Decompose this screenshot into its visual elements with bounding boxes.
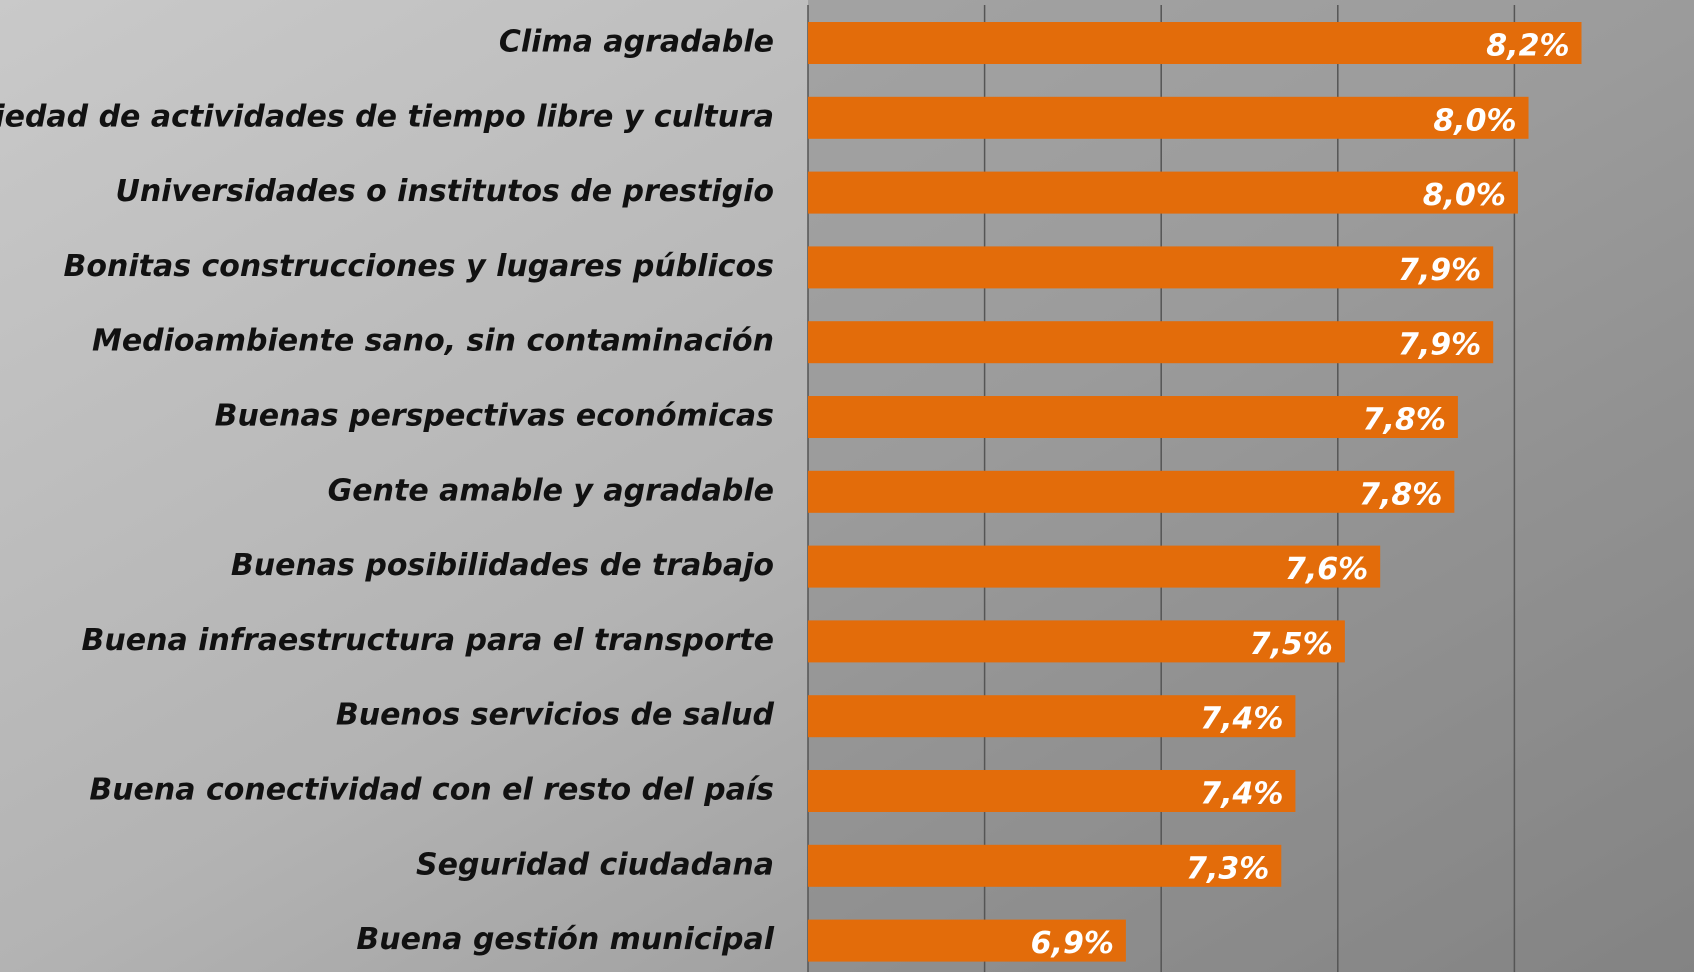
category-label: Medioambiente sano, sin contaminación (92, 324, 774, 359)
bar (808, 695, 1296, 738)
value-label: 6,9% (1031, 926, 1114, 961)
value-label: 7,3% (1186, 851, 1269, 886)
value-label: 8,0% (1423, 178, 1506, 213)
bar (808, 171, 1518, 214)
bar (808, 770, 1296, 812)
value-label: 7,8% (1359, 477, 1442, 512)
value-label: 7,8% (1363, 403, 1446, 438)
category-label: Variedad de actividades de tiempo libre … (0, 99, 774, 134)
bar (808, 246, 1494, 289)
bar (808, 620, 1345, 663)
bar (808, 470, 1455, 513)
value-label: 7,6% (1285, 552, 1368, 587)
category-label: Buena gestión municipal (356, 922, 774, 957)
category-label: Buenas posibilidades de trabajo (231, 548, 774, 583)
category-label: Buenas perspectivas económicas (215, 399, 774, 434)
bar (808, 396, 1458, 438)
category-label: Universidades o institutos de prestigio (115, 174, 774, 209)
value-label: 8,0% (1433, 103, 1516, 138)
value-label: 7,9% (1398, 253, 1481, 288)
category-label: Buena conectividad con el resto del país (89, 773, 774, 808)
bar (808, 321, 1494, 364)
value-label: 7,4% (1200, 702, 1283, 737)
value-label: 7,5% (1250, 627, 1333, 662)
category-label: Gente amable y agradable (328, 473, 774, 508)
value-label: 7,9% (1398, 328, 1481, 363)
bar (808, 22, 1582, 64)
category-label: Buena infraestructura para el transporte (82, 623, 774, 658)
value-label: 7,4% (1200, 777, 1283, 812)
category-label: Clima agradable (499, 25, 774, 60)
category-label: Bonitas construcciones y lugares público… (64, 249, 775, 284)
value-label: 8,2% (1486, 29, 1569, 64)
category-label: Buenos servicios de salud (336, 698, 775, 733)
bar (808, 545, 1381, 588)
bar (808, 96, 1529, 139)
bar (808, 919, 1126, 962)
category-label: Seguridad ciudadana (416, 847, 774, 882)
bar (808, 844, 1282, 887)
